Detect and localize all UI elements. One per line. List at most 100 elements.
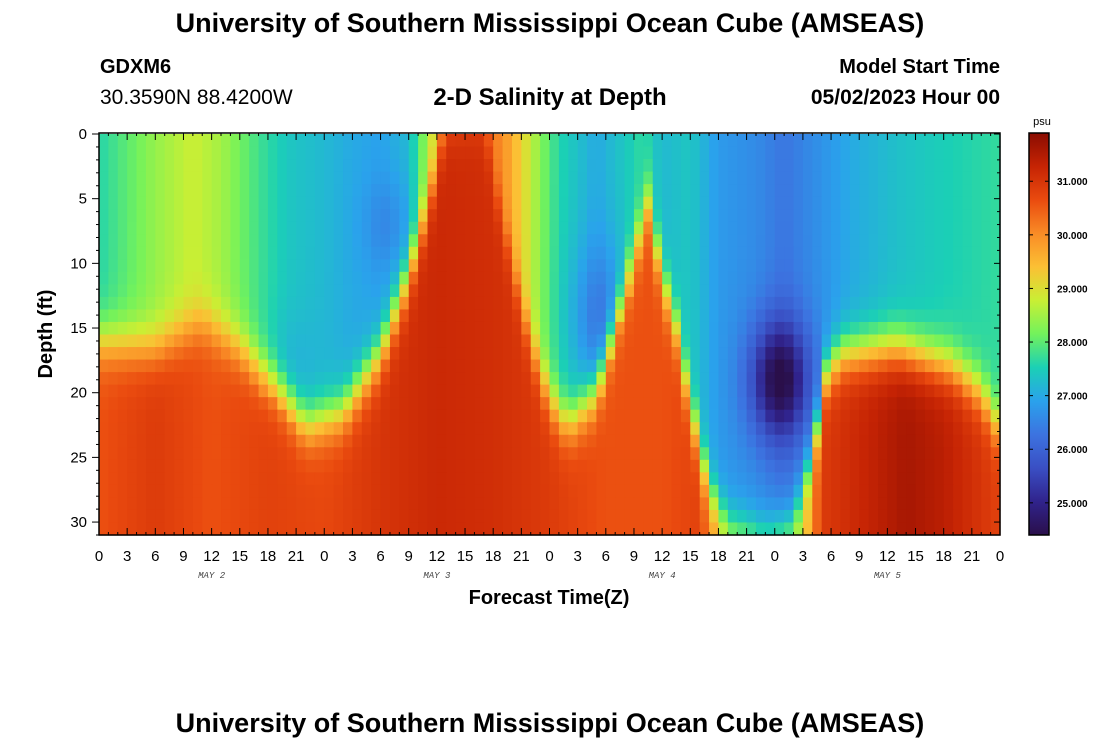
heatmap-cell [333, 134, 344, 148]
heatmap-cell [277, 384, 288, 398]
heatmap-cell [117, 221, 128, 235]
heatmap-cell [277, 296, 288, 311]
heatmap-cell [408, 334, 419, 348]
heatmap-cell [690, 347, 701, 361]
heatmap-cell [371, 334, 382, 348]
heatmap-cell [934, 184, 945, 198]
heatmap-cell [746, 347, 757, 361]
heatmap-cell [314, 259, 325, 273]
heatmap-cell [699, 509, 710, 524]
heatmap-cell [887, 422, 898, 436]
heatmap-cell [296, 196, 307, 210]
heatmap-cell [455, 171, 466, 185]
heatmap-cell [877, 459, 888, 473]
heatmap-cell [624, 171, 635, 185]
colorbar-tick-label: 30.000 [1057, 231, 1088, 242]
heatmap-cell [324, 334, 335, 348]
heatmap-cell [568, 296, 579, 311]
heatmap-cell [774, 509, 785, 524]
heatmap-cell [662, 246, 673, 260]
heatmap-cell [662, 146, 673, 160]
heatmap-cell [802, 134, 813, 148]
heatmap-cell [765, 209, 776, 223]
heatmap-cell [502, 159, 513, 173]
heatmap-cell [277, 234, 288, 248]
heatmap-cell [239, 484, 250, 499]
heatmap-cell [802, 321, 813, 336]
heatmap-cell [821, 134, 832, 148]
heatmap-cell [211, 184, 222, 198]
x-tick-label: 3 [799, 548, 807, 565]
heatmap-cell [418, 296, 429, 311]
heatmap-cell [943, 434, 954, 448]
heatmap-cell [605, 321, 616, 336]
heatmap-cell [906, 309, 917, 323]
heatmap-cell [221, 347, 231, 361]
heatmap-cell [877, 259, 888, 273]
heatmap-cell [333, 259, 344, 273]
heatmap-cell [915, 522, 926, 536]
heatmap-cell [615, 409, 626, 423]
heatmap-cell [755, 171, 766, 185]
heatmap-cell [511, 334, 522, 348]
heatmap-cell [671, 409, 682, 423]
heatmap-cell [699, 296, 710, 311]
heatmap-cell [990, 409, 1001, 423]
heatmap-cell [906, 321, 917, 336]
heatmap-cell [821, 246, 832, 260]
heatmap-cell [624, 221, 635, 235]
heatmap-cell [953, 146, 964, 160]
heatmap-cell [690, 271, 701, 285]
heatmap-cell [765, 509, 776, 524]
heatmap-cell [99, 472, 109, 486]
heatmap-cell [906, 384, 917, 398]
heatmap-cell [746, 459, 757, 473]
heatmap-cell [990, 397, 1001, 411]
heatmap-cell [887, 184, 898, 198]
heatmap-cell [286, 409, 297, 423]
heatmap-cell [568, 409, 579, 423]
heatmap-cell [596, 309, 607, 323]
heatmap-cell [840, 484, 851, 499]
heatmap-cell [202, 321, 213, 336]
heatmap-cell [258, 246, 269, 260]
heatmap-cell [587, 422, 598, 436]
heatmap-cell [286, 321, 297, 336]
heatmap-cell [502, 372, 513, 386]
heatmap-cell [399, 422, 410, 436]
heatmap-cell [474, 522, 485, 536]
heatmap-cell [239, 321, 250, 336]
heatmap-cell [145, 459, 156, 473]
heatmap-cell [633, 484, 644, 499]
heatmap-cell [906, 447, 917, 461]
main-title: University of Southern Mississippi Ocean… [175, 8, 925, 38]
heatmap-cell [221, 447, 231, 461]
heatmap-cell [389, 171, 400, 185]
heatmap-cell [953, 296, 964, 311]
heatmap-cell [971, 434, 982, 448]
heatmap-cell [155, 184, 166, 198]
heatmap-cell [164, 171, 175, 185]
heatmap-cell [427, 221, 438, 235]
heatmap-cell [418, 159, 429, 173]
heatmap-cell [286, 447, 297, 461]
heatmap-cell [727, 359, 738, 373]
heatmap-cell [258, 146, 269, 160]
heatmap-cell [549, 384, 560, 398]
heatmap-cell [389, 234, 400, 248]
heatmap-cell [333, 171, 344, 185]
heatmap-cell [380, 384, 391, 398]
heatmap-cell [408, 359, 419, 373]
heatmap-cell [296, 171, 307, 185]
heatmap-cell [718, 171, 729, 185]
heatmap-cell [587, 271, 598, 285]
heatmap-cell [408, 171, 419, 185]
heatmap-cell [455, 209, 466, 223]
heatmap-cell [652, 447, 663, 461]
heatmap-cell [314, 309, 325, 323]
heatmap-cell [211, 196, 222, 210]
heatmap-cell [164, 359, 175, 373]
heatmap-cell [436, 321, 447, 336]
heatmap-cell [174, 159, 185, 173]
heatmap-cell [662, 234, 673, 248]
